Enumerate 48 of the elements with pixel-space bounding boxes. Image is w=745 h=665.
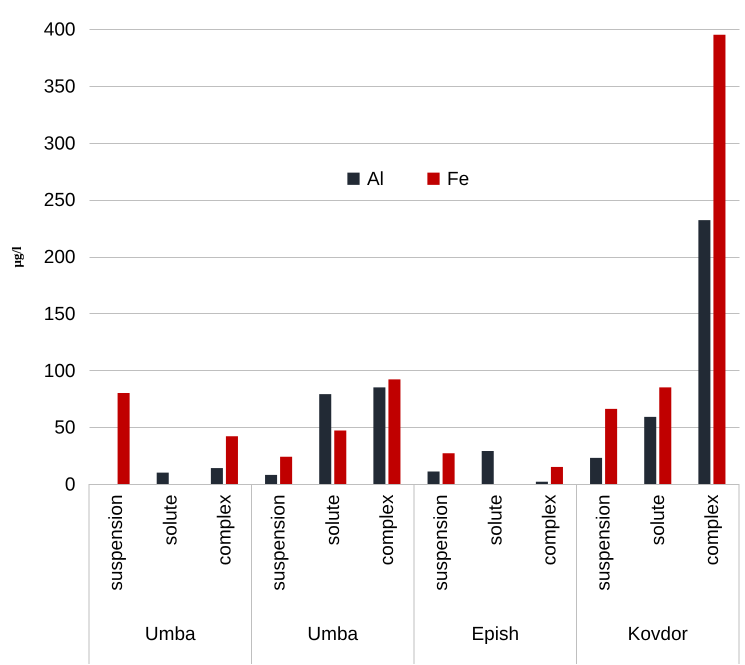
bar: [550, 466, 563, 484]
bar: [659, 387, 672, 484]
y-tick-label: 0: [64, 474, 76, 496]
bar: [590, 458, 602, 484]
bar: [118, 393, 130, 484]
x-tick-label: solute: [485, 494, 506, 546]
bar: [428, 471, 440, 484]
bar: [226, 436, 238, 484]
bar: [644, 416, 656, 484]
bar: [605, 408, 618, 484]
x-tick-label: suspension: [594, 494, 615, 591]
bar: [319, 394, 332, 484]
x-tick-label: suspension: [431, 494, 452, 591]
x-tick-label: complex: [214, 494, 236, 566]
bar: [713, 34, 726, 484]
x-tick-label: solute: [322, 494, 344, 546]
legend-label: Fe: [447, 168, 470, 190]
text: Umba: [307, 624, 359, 645]
y-tick-label: 150: [44, 304, 76, 325]
text: Umba: [144, 624, 196, 645]
y-tick-label: 200: [44, 247, 76, 268]
bar: [210, 468, 223, 484]
bar: [373, 387, 386, 484]
x-tick-label: solute: [648, 494, 669, 546]
bar: [265, 474, 278, 484]
y-tick-label: 300: [44, 133, 76, 154]
bar: [280, 456, 292, 484]
x-tick-label: suspension: [268, 494, 290, 591]
x-tick-label: solute: [160, 494, 182, 546]
bar: [442, 453, 455, 484]
y-tick-label: 350: [44, 76, 76, 98]
x-tick-label: complex: [376, 494, 398, 566]
y-tick-label: 250: [44, 190, 76, 212]
legend-label: Al: [367, 168, 384, 190]
bar: [482, 451, 494, 484]
bar: [334, 430, 346, 484]
bar: [156, 472, 169, 484]
y-tick-label: 50: [54, 418, 76, 439]
text: Epish: [471, 624, 520, 645]
bar: [388, 379, 400, 484]
y-tick-label: 400: [44, 20, 76, 40]
y-tick-label: 100: [44, 360, 76, 382]
bar: [698, 220, 710, 484]
x-tick-label: suspension: [106, 494, 128, 591]
text: Kovdor: [628, 624, 689, 645]
y-axis-title: μg/l: [8, 246, 24, 268]
x-tick-label: complex: [702, 494, 723, 566]
x-tick-label: complex: [539, 494, 560, 566]
